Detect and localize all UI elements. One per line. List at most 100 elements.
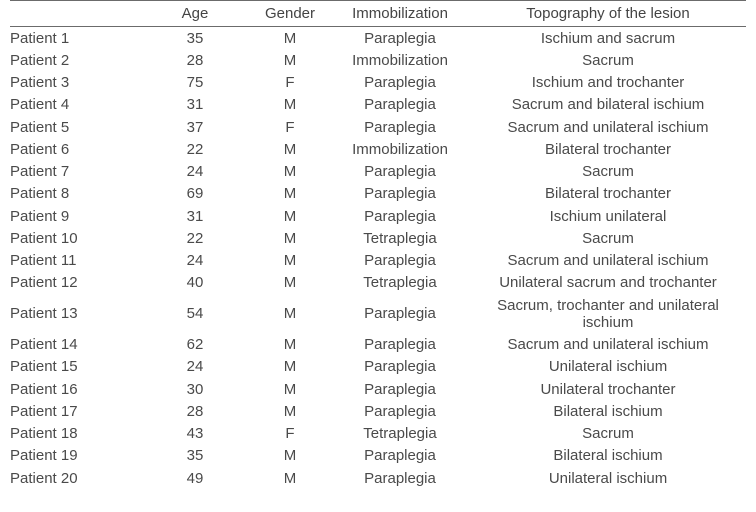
col-header-immob: Immobilization bbox=[330, 1, 470, 27]
row-label: Patient 12 bbox=[10, 272, 140, 294]
cell: 54 bbox=[140, 294, 250, 334]
table-row: Patient 1022MTetraplegiaSacrum bbox=[10, 227, 746, 249]
cell: 43 bbox=[140, 423, 250, 445]
table-row: Patient 375FParaplegiaIschium and trocha… bbox=[10, 72, 746, 94]
table-row: Patient 724MParaplegiaSacrum bbox=[10, 161, 746, 183]
cell: Immobilization bbox=[330, 49, 470, 71]
cell: Paraplegia bbox=[330, 116, 470, 138]
table-row: Patient 1354MParaplegiaSacrum, trochante… bbox=[10, 294, 746, 334]
cell: Tetraplegia bbox=[330, 272, 470, 294]
row-label: Patient 1 bbox=[10, 27, 140, 50]
cell: Paraplegia bbox=[330, 94, 470, 116]
row-label: Patient 10 bbox=[10, 227, 140, 249]
cell: Paraplegia bbox=[330, 378, 470, 400]
cell: Bilateral trochanter bbox=[470, 183, 746, 205]
cell: M bbox=[250, 205, 330, 227]
cell: M bbox=[250, 272, 330, 294]
cell: Sacrum and unilateral ischium bbox=[470, 250, 746, 272]
row-label: Patient 13 bbox=[10, 294, 140, 334]
cell: 69 bbox=[140, 183, 250, 205]
table-row: Patient 228MImmobilizationSacrum bbox=[10, 49, 746, 71]
cell: 35 bbox=[140, 445, 250, 467]
row-label: Patient 18 bbox=[10, 423, 140, 445]
cell: 31 bbox=[140, 205, 250, 227]
cell: Paraplegia bbox=[330, 250, 470, 272]
table-header: Age Gender Immobilization Topography of … bbox=[10, 1, 746, 27]
row-label: Patient 16 bbox=[10, 378, 140, 400]
cell: Paraplegia bbox=[330, 183, 470, 205]
cell: Paraplegia bbox=[330, 445, 470, 467]
cell: Ischium and trochanter bbox=[470, 72, 746, 94]
cell: Paraplegia bbox=[330, 294, 470, 334]
cell: Unilateral sacrum and trochanter bbox=[470, 272, 746, 294]
cell: M bbox=[250, 138, 330, 160]
cell: M bbox=[250, 250, 330, 272]
cell: Sacrum bbox=[470, 423, 746, 445]
cell: 24 bbox=[140, 250, 250, 272]
table-row: Patient 622MImmobilizationBilateral troc… bbox=[10, 138, 746, 160]
cell: Unilateral trochanter bbox=[470, 378, 746, 400]
row-label: Patient 8 bbox=[10, 183, 140, 205]
cell: M bbox=[250, 400, 330, 422]
cell: Paraplegia bbox=[330, 161, 470, 183]
row-label: Patient 7 bbox=[10, 161, 140, 183]
cell: Immobilization bbox=[330, 138, 470, 160]
cell: 22 bbox=[140, 138, 250, 160]
cell: Tetraplegia bbox=[330, 227, 470, 249]
cell: M bbox=[250, 49, 330, 71]
cell: 49 bbox=[140, 467, 250, 489]
cell: 24 bbox=[140, 161, 250, 183]
cell: Paraplegia bbox=[330, 467, 470, 489]
cell: Bilateral ischium bbox=[470, 400, 746, 422]
cell: M bbox=[250, 183, 330, 205]
cell: 22 bbox=[140, 227, 250, 249]
cell: Unilateral ischium bbox=[470, 467, 746, 489]
cell: Paraplegia bbox=[330, 205, 470, 227]
row-label: Patient 20 bbox=[10, 467, 140, 489]
cell: M bbox=[250, 27, 330, 50]
cell: F bbox=[250, 72, 330, 94]
cell: Bilateral trochanter bbox=[470, 138, 746, 160]
cell: 37 bbox=[140, 116, 250, 138]
cell: Sacrum bbox=[470, 49, 746, 71]
cell: M bbox=[250, 161, 330, 183]
cell: Sacrum and unilateral ischium bbox=[470, 334, 746, 356]
cell: 24 bbox=[140, 356, 250, 378]
table-row: Patient 1240MTetraplegiaUnilateral sacru… bbox=[10, 272, 746, 294]
cell: M bbox=[250, 94, 330, 116]
cell: M bbox=[250, 356, 330, 378]
cell: 35 bbox=[140, 27, 250, 50]
cell: 62 bbox=[140, 334, 250, 356]
table-container: Age Gender Immobilization Topography of … bbox=[0, 0, 756, 512]
cell: Sacrum and unilateral ischium bbox=[470, 116, 746, 138]
cell: 28 bbox=[140, 49, 250, 71]
patient-table: Age Gender Immobilization Topography of … bbox=[10, 0, 746, 489]
cell: 30 bbox=[140, 378, 250, 400]
row-label: Patient 3 bbox=[10, 72, 140, 94]
cell: M bbox=[250, 445, 330, 467]
cell: 31 bbox=[140, 94, 250, 116]
cell: M bbox=[250, 294, 330, 334]
cell: F bbox=[250, 423, 330, 445]
cell: Paraplegia bbox=[330, 356, 470, 378]
table-row: Patient 1462MParaplegiaSacrum and unilat… bbox=[10, 334, 746, 356]
row-label: Patient 19 bbox=[10, 445, 140, 467]
row-label: Patient 4 bbox=[10, 94, 140, 116]
row-label: Patient 5 bbox=[10, 116, 140, 138]
table-row: Patient 537FParaplegiaSacrum and unilate… bbox=[10, 116, 746, 138]
row-label: Patient 14 bbox=[10, 334, 140, 356]
cell: Paraplegia bbox=[330, 334, 470, 356]
row-label: Patient 6 bbox=[10, 138, 140, 160]
cell: M bbox=[250, 378, 330, 400]
cell: Sacrum, trochanter and unilateral ischiu… bbox=[470, 294, 746, 334]
cell: M bbox=[250, 227, 330, 249]
col-header-age: Age bbox=[140, 1, 250, 27]
table-row: Patient 931MParaplegiaIschium unilateral bbox=[10, 205, 746, 227]
cell: Paraplegia bbox=[330, 400, 470, 422]
table-row: Patient 2049MParaplegiaUnilateral ischiu… bbox=[10, 467, 746, 489]
cell: 75 bbox=[140, 72, 250, 94]
cell: Sacrum and bilateral ischium bbox=[470, 94, 746, 116]
cell: F bbox=[250, 116, 330, 138]
cell: Ischium and sacrum bbox=[470, 27, 746, 50]
row-label: Patient 2 bbox=[10, 49, 140, 71]
